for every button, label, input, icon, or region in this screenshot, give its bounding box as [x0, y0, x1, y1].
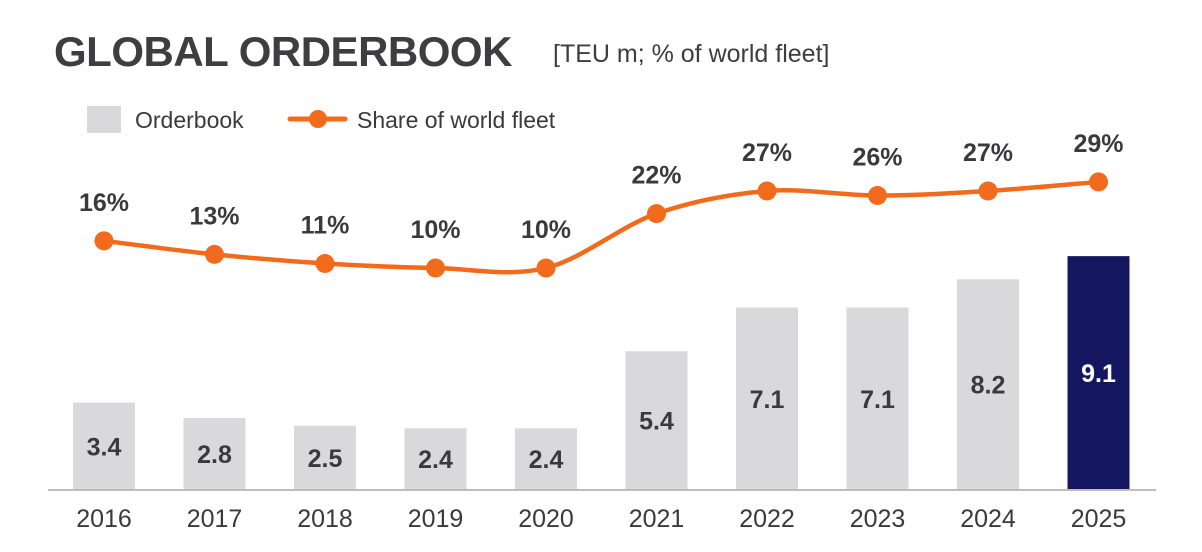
share-label-2018: 11% [301, 211, 350, 239]
bar-2021 [625, 351, 688, 490]
bar-label-2018: 2.5 [308, 445, 343, 473]
bar-2024 [957, 279, 1019, 490]
share-label-2022: 27% [742, 139, 792, 167]
legend-marker-share [309, 110, 327, 128]
bar-2025 [1067, 256, 1130, 490]
share-point-2025 [1089, 172, 1108, 192]
bar-label-2025: 9.1 [1081, 360, 1116, 388]
x-tick-label-2025: 2025 [1071, 505, 1127, 533]
x-tick-label-2022: 2022 [739, 505, 795, 533]
share-point-2018 [315, 253, 335, 273]
chart-subtitle: [TEU m; % of world fleet] [553, 40, 830, 68]
x-tick-label-2020: 2020 [518, 505, 574, 533]
bar-2018 [294, 425, 356, 490]
bar-2023 [846, 307, 909, 490]
bar-label-2021: 5.4 [639, 408, 674, 436]
bar-label-2017: 2.8 [197, 441, 232, 469]
bar-2017 [183, 418, 246, 490]
share-point-2017 [205, 244, 224, 264]
bar-label-2019: 2.4 [418, 446, 453, 474]
x-tick-label-2017: 2017 [187, 505, 243, 533]
share-label-2025: 29% [1073, 130, 1123, 158]
bar-2016 [73, 402, 135, 490]
x-tick-label-2023: 2023 [850, 505, 906, 533]
share-point-2022 [757, 181, 777, 201]
bar-2020 [515, 428, 577, 490]
bar-label-2016: 3.4 [87, 433, 122, 461]
x-tick-label-2024: 2024 [960, 505, 1016, 533]
bar-2019 [404, 428, 467, 490]
x-tick-label-2018: 2018 [297, 505, 353, 533]
share-point-2024 [978, 181, 998, 201]
bar-label-2020: 2.4 [529, 446, 564, 474]
legend-label-orderbook: Orderbook [135, 107, 244, 133]
share-point-2023 [868, 186, 887, 206]
legend-swatch-orderbook [87, 106, 121, 133]
share-line [103, 179, 1099, 275]
x-tick-label-2019: 2019 [408, 505, 464, 533]
chart-title: GLOBAL ORDERBOOK [54, 28, 512, 75]
share-point-2019 [426, 258, 445, 278]
share-label-2020: 10% [521, 216, 571, 244]
bar-label-2024: 8.2 [971, 372, 1006, 400]
share-label-2024: 27% [963, 139, 1013, 167]
bar-label-2023: 7.1 [860, 386, 895, 414]
bar-label-2022: 7.1 [750, 386, 785, 414]
share-label-2016: 16% [79, 189, 129, 217]
bar-2022 [736, 307, 798, 490]
share-point-2016 [94, 231, 114, 251]
share-label-2021: 22% [631, 162, 681, 190]
share-label-2019: 10% [410, 216, 460, 244]
share-point-2020 [536, 258, 556, 278]
share-label-2023: 26% [852, 144, 902, 172]
legend-label-share: Share of world fleet [357, 107, 556, 133]
x-tick-label-2016: 2016 [76, 505, 132, 533]
x-tick-label-2021: 2021 [629, 505, 685, 533]
share-point-2021 [647, 204, 666, 224]
share-label-2017: 13% [189, 202, 239, 230]
